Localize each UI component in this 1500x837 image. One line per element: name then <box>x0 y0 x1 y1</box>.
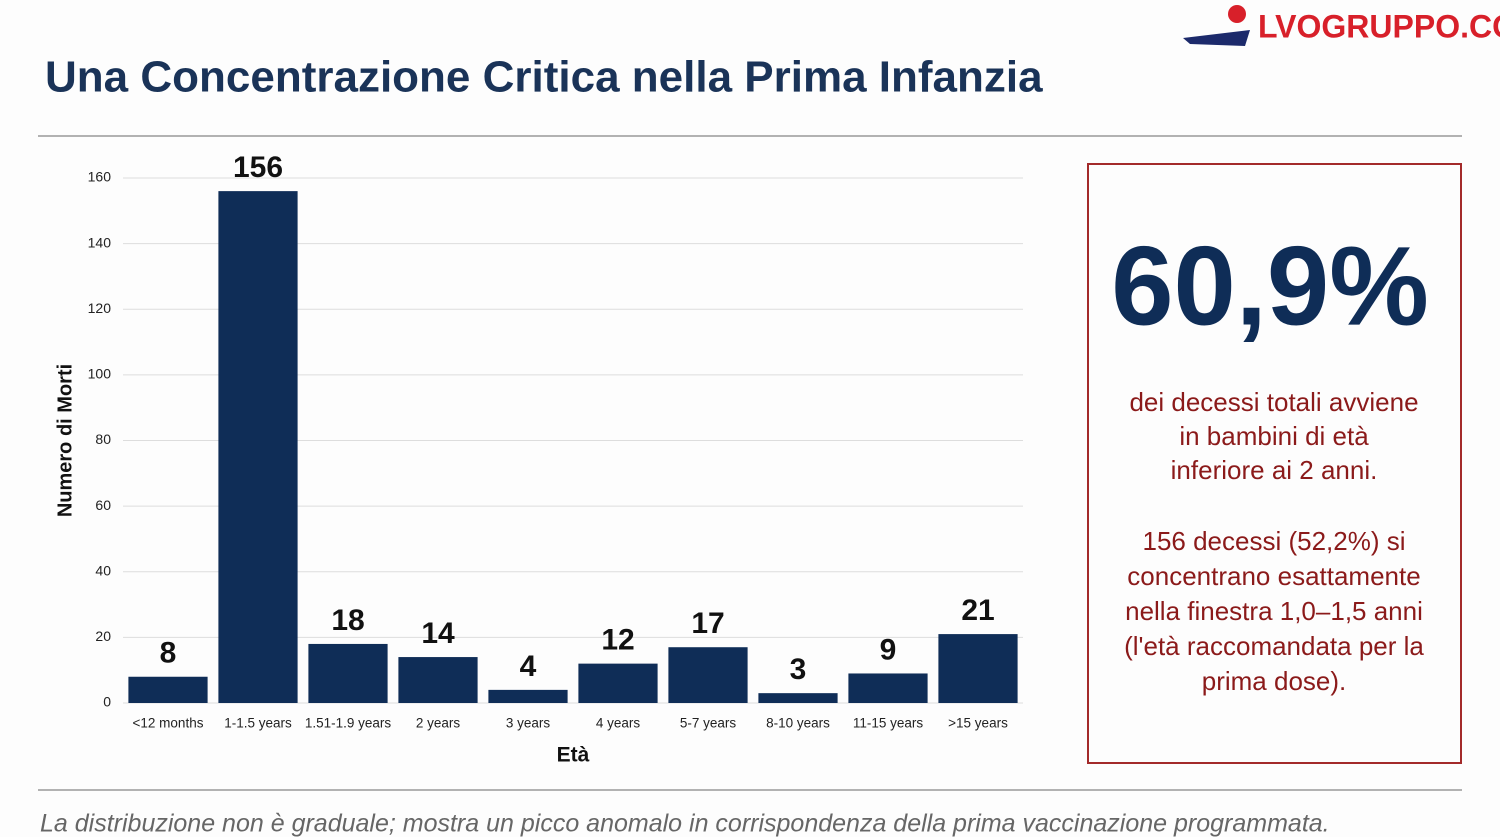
logo-ball <box>1228 5 1246 23</box>
y-tick-label: 40 <box>95 562 111 578</box>
callout-line: concentrano esattamente <box>1127 561 1420 591</box>
bar <box>398 657 478 703</box>
x-tick-label: 3 years <box>506 716 551 731</box>
data-label: 21 <box>961 594 994 627</box>
y-tick-label: 140 <box>88 234 112 250</box>
callout-text: dei decessi totali avviene in bambini di … <box>1124 387 1424 696</box>
slide-title: Una Concentrazione Critica nella Prima I… <box>45 53 1043 102</box>
y-tick-label: 120 <box>88 300 112 316</box>
bar <box>938 634 1018 703</box>
x-tick-label: 2 years <box>416 716 461 731</box>
bar <box>488 689 568 703</box>
bar <box>128 676 208 703</box>
x-tick-label: <12 months <box>133 716 204 731</box>
data-label: 4 <box>520 650 537 683</box>
x-tick-label: 1.51-1.9 years <box>305 716 392 731</box>
callout-line: nella finestra 1,0–1,5 anni <box>1125 596 1423 626</box>
callout-line: in bambini di età <box>1179 421 1369 451</box>
data-label: 18 <box>331 604 364 637</box>
bar <box>308 643 388 703</box>
callout-line: (l'età raccomandata per la <box>1124 631 1424 661</box>
data-label: 156 <box>233 151 283 184</box>
x-tick-label: 4 years <box>596 716 641 731</box>
bar <box>758 693 838 703</box>
data-label: 17 <box>691 607 724 640</box>
callout-figure: 60,9% <box>1111 224 1429 349</box>
y-tick-label: 0 <box>103 694 111 710</box>
y-tick-label: 20 <box>95 628 111 644</box>
logo: LVOGRUPPO.COM <box>1183 5 1500 46</box>
data-label: 8 <box>160 637 177 670</box>
bar <box>578 663 658 703</box>
callout-line: inferiore ai 2 anni. <box>1171 455 1378 485</box>
x-tick-label: 5-7 years <box>680 716 737 731</box>
footnote: La distribuzione non è graduale; mostra … <box>40 810 1330 837</box>
y-tick-label: 160 <box>88 169 112 185</box>
logo-text: LVOGRUPPO.COM <box>1258 8 1500 44</box>
x-tick-label: >15 years <box>948 716 1008 731</box>
data-label: 12 <box>601 624 634 657</box>
y-tick-label: 60 <box>95 497 111 513</box>
x-tick-label: 11-15 years <box>853 716 924 731</box>
data-label: 3 <box>790 653 807 686</box>
callout-line: dei decessi totali avviene <box>1129 387 1418 417</box>
x-tick-label: 8-10 years <box>766 716 830 731</box>
bar <box>668 647 748 703</box>
x-tick-label: 1-1.5 years <box>224 716 292 731</box>
callout-line: 156 decessi (52,2%) si <box>1142 526 1405 556</box>
x-axis-label: Età <box>557 744 590 767</box>
callout-line: prima dose). <box>1202 666 1347 696</box>
chart: 0 20 40 60 80 100 120 140 160 Numero di Morti Età <… <box>54 151 1023 767</box>
y-tick-label: 100 <box>88 366 112 382</box>
callout-box <box>1087 163 1462 764</box>
data-label: 14 <box>421 617 455 650</box>
bar <box>218 191 298 703</box>
y-axis-label: Numero di Morti <box>54 364 76 517</box>
data-label: 9 <box>880 633 897 666</box>
logo-shape <box>1183 30 1250 46</box>
bar <box>848 673 928 703</box>
y-tick-label: 80 <box>95 431 111 447</box>
